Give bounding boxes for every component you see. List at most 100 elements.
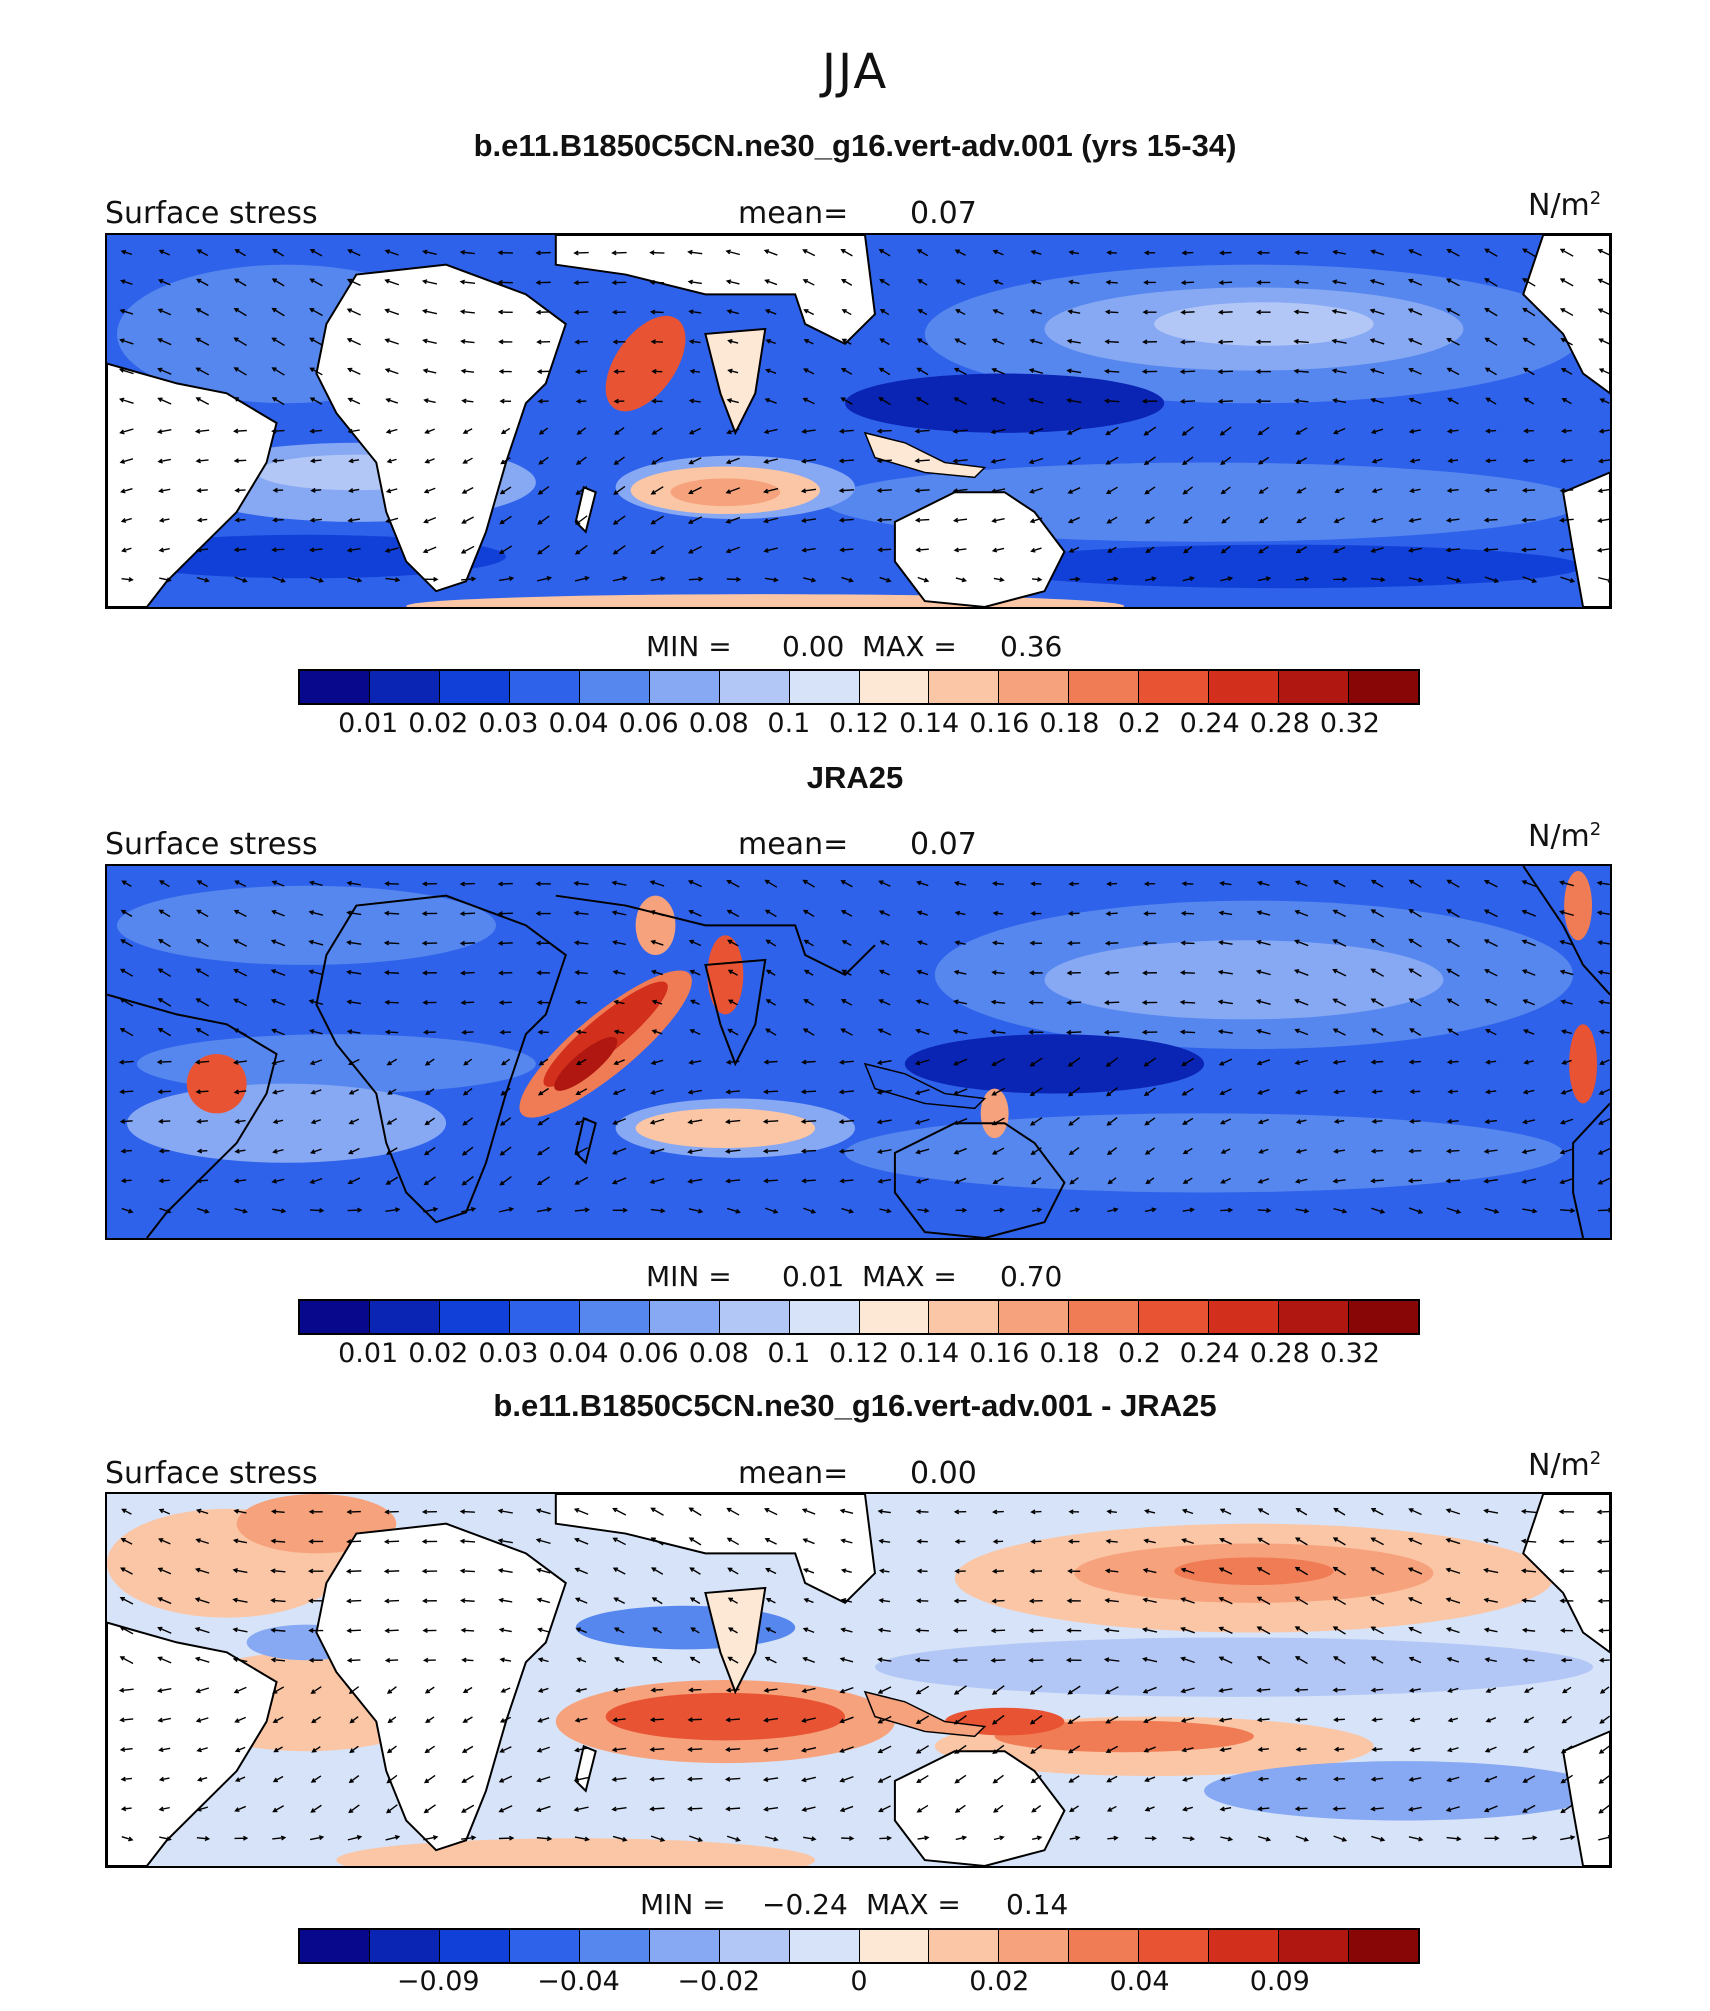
colorbar-swatch bbox=[1349, 1301, 1418, 1333]
wind-vector-arrow bbox=[803, 999, 815, 1006]
wind-vector-arrow bbox=[1561, 1059, 1572, 1065]
wind-vector-arrow bbox=[1218, 1687, 1233, 1693]
wind-vector-arrow bbox=[1030, 910, 1042, 916]
wind-vector-arrow bbox=[764, 879, 778, 888]
wind-vector-arrow bbox=[991, 547, 1005, 553]
wind-vector-arrow bbox=[1333, 1835, 1348, 1842]
colorbar-tick-label: 0.08 bbox=[688, 1338, 749, 1369]
wind-vector-arrow bbox=[348, 1775, 360, 1784]
wind-vector-arrow bbox=[1483, 517, 1498, 523]
wind-vector-arrow bbox=[1446, 248, 1460, 257]
wind-vector-arrow bbox=[1522, 367, 1535, 376]
colorbar-tick-label: 0.04 bbox=[1109, 1966, 1170, 1997]
wind-vector-arrow bbox=[497, 881, 513, 887]
wind-vector-arrow bbox=[725, 1089, 740, 1095]
wind-vector-arrow bbox=[1370, 1567, 1385, 1576]
wind-vector-arrow bbox=[1256, 1656, 1271, 1665]
wind-vector-arrow bbox=[613, 456, 625, 465]
wind-vector-arrow bbox=[497, 1538, 513, 1544]
wind-vector-arrow bbox=[838, 1059, 854, 1065]
wind-vector-arrow bbox=[727, 1567, 739, 1575]
wind-vector-arrow bbox=[347, 397, 361, 405]
wind-vector-arrow bbox=[689, 1835, 703, 1842]
wind-vector-arrow bbox=[1370, 1059, 1384, 1065]
wind-vector-arrow bbox=[575, 1687, 587, 1693]
wind-vector-arrow bbox=[1332, 1028, 1346, 1036]
wind-vector-arrow bbox=[649, 880, 665, 887]
colorbar-tick-label: 0.24 bbox=[1179, 1338, 1240, 1369]
wind-vector-arrow bbox=[612, 515, 626, 525]
wind-vector-arrow bbox=[1028, 368, 1044, 374]
wind-vector-arrow bbox=[195, 1508, 209, 1515]
wind-vector-arrow bbox=[234, 1148, 246, 1154]
colorbar-swatch bbox=[1139, 671, 1210, 703]
wind-vector-arrow bbox=[1294, 1059, 1308, 1066]
wind-vector-arrow bbox=[802, 909, 815, 918]
wind-vector-arrow bbox=[1217, 398, 1233, 404]
wind-vector-arrow bbox=[724, 1119, 741, 1125]
wind-vector-arrow bbox=[1599, 1059, 1610, 1065]
wind-vector-arrow bbox=[1144, 576, 1157, 582]
panel-3-mean-label: mean= bbox=[738, 1456, 849, 1491]
wind-vector-arrow bbox=[877, 1508, 891, 1514]
wind-vector-arrow bbox=[574, 1147, 589, 1155]
wind-vector-arrow bbox=[1522, 337, 1536, 346]
wind-vector-arrow bbox=[841, 1835, 855, 1841]
wind-vector-arrow bbox=[1256, 250, 1270, 256]
wind-vector-arrow bbox=[650, 339, 664, 345]
wind-vector-arrow bbox=[688, 339, 701, 345]
wind-vector-arrow bbox=[499, 515, 512, 525]
wind-vector-arrow bbox=[424, 1745, 436, 1754]
colorbar-tick-label: 0.08 bbox=[688, 708, 749, 739]
wind-vector-arrow bbox=[726, 879, 740, 888]
wind-vector-arrow bbox=[1522, 1029, 1535, 1035]
wind-vector-arrow bbox=[308, 910, 324, 916]
colorbar-swatch bbox=[1279, 1930, 1350, 1962]
wind-vector-arrow bbox=[385, 428, 398, 434]
colorbar-swatch bbox=[1069, 1930, 1140, 1962]
wind-vector-arrow bbox=[765, 1028, 777, 1036]
wind-vector-arrow bbox=[1106, 1509, 1117, 1515]
wind-vector-arrow bbox=[612, 1835, 628, 1842]
wind-vector-arrow bbox=[801, 1717, 816, 1723]
wind-vector-arrow bbox=[916, 249, 929, 257]
wind-vector-arrow bbox=[310, 1089, 322, 1095]
wind-vector-arrow bbox=[1107, 1207, 1119, 1213]
wind-vector-arrow bbox=[1106, 1117, 1118, 1126]
wind-vector-arrow bbox=[612, 1507, 627, 1516]
wind-vector-field bbox=[119, 248, 1610, 583]
wind-vector-arrow bbox=[537, 515, 550, 525]
wind-vector-arrow bbox=[422, 368, 437, 374]
wind-vector-arrow bbox=[1484, 576, 1500, 583]
wind-vector-arrow bbox=[1409, 1089, 1421, 1095]
wind-vector-arrow bbox=[1105, 426, 1119, 436]
wind-vector-arrow bbox=[688, 457, 702, 465]
wind-vector-arrow bbox=[1332, 1596, 1347, 1606]
wind-vector-arrow bbox=[1294, 1687, 1308, 1693]
wind-vector-arrow bbox=[1561, 398, 1572, 405]
wind-vector-arrow bbox=[1598, 1834, 1610, 1841]
wind-vector-arrow bbox=[1483, 1508, 1499, 1514]
wind-vector-arrow bbox=[384, 338, 399, 345]
wind-vector-arrow bbox=[120, 1776, 133, 1782]
wind-vector-arrow bbox=[1332, 1566, 1346, 1576]
wind-vector-arrow bbox=[461, 1146, 474, 1156]
wind-vector-arrow bbox=[159, 1836, 172, 1842]
wind-vector-arrow bbox=[1182, 576, 1195, 582]
wind-vector-arrow bbox=[802, 249, 816, 257]
wind-vector-arrow bbox=[1069, 1835, 1081, 1841]
wind-vector-arrow bbox=[156, 429, 172, 435]
panel-3-map bbox=[105, 1492, 1612, 1868]
wind-vector-arrow bbox=[991, 367, 1005, 375]
wind-vector-arrow bbox=[1483, 1627, 1498, 1633]
wind-vector-arrow bbox=[763, 1717, 779, 1723]
wind-vector-arrow bbox=[764, 909, 777, 918]
wind-vector-arrow bbox=[461, 1804, 475, 1813]
wind-vector-arrow bbox=[459, 279, 476, 285]
wind-vector-arrow bbox=[1369, 308, 1385, 315]
wind-vector-arrow bbox=[422, 546, 437, 554]
wind-vector-arrow bbox=[1028, 1628, 1044, 1634]
wind-vector-arrow bbox=[1445, 1806, 1460, 1812]
wind-vector-arrow bbox=[1182, 1836, 1196, 1842]
wind-vector-arrow bbox=[233, 968, 248, 977]
